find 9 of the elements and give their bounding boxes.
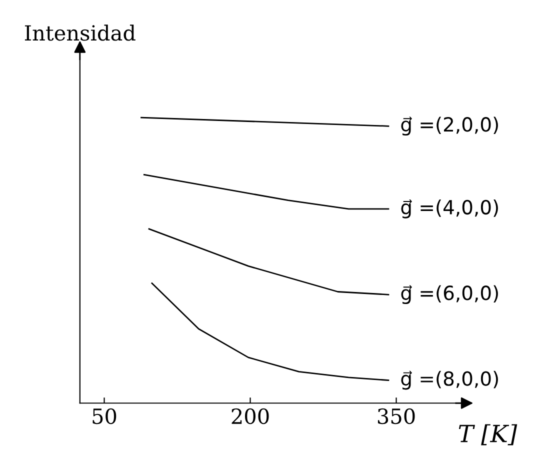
series-label: g⃗ =(2,0,0)	[401, 116, 498, 136]
x-tick-label: 350	[378, 408, 415, 424]
x-axis-title: T [K]	[458, 424, 518, 446]
x-tick-label: 50	[92, 408, 116, 424]
series-label: g⃗ =(4,0,0)	[401, 200, 498, 218]
series-label: g⃗ =(8,0,0)	[401, 370, 498, 390]
y-axis-title: Intensidad	[24, 24, 136, 41]
series-label: g⃗ =(6,0,0)	[401, 285, 498, 304]
x-tick-label: 200	[232, 408, 269, 424]
